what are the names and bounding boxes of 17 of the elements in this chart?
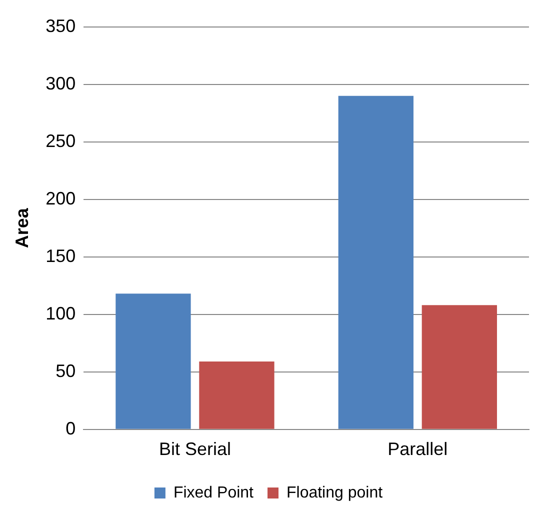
y-tick-label: 200	[46, 188, 76, 208]
y-tick-label: 50	[56, 360, 76, 381]
y-tick-label: 250	[46, 130, 76, 151]
bar	[199, 362, 274, 429]
bar	[422, 305, 497, 429]
y-tick-label: 0	[66, 418, 76, 438]
bar	[338, 96, 414, 429]
y-tick-label: 350	[46, 16, 76, 36]
bar	[116, 294, 191, 429]
legend-label: Fixed Point	[173, 484, 254, 502]
y-tick-label: 150	[46, 246, 76, 266]
x-tick-label: Bit Serial	[158, 439, 231, 460]
y-tick-label: 100	[46, 303, 76, 324]
x-tick-label: Parallel	[388, 439, 448, 460]
legend-label: Floating point	[286, 484, 384, 502]
y-axis-title: Area	[12, 207, 32, 248]
y-tick-label: 300	[46, 73, 76, 94]
